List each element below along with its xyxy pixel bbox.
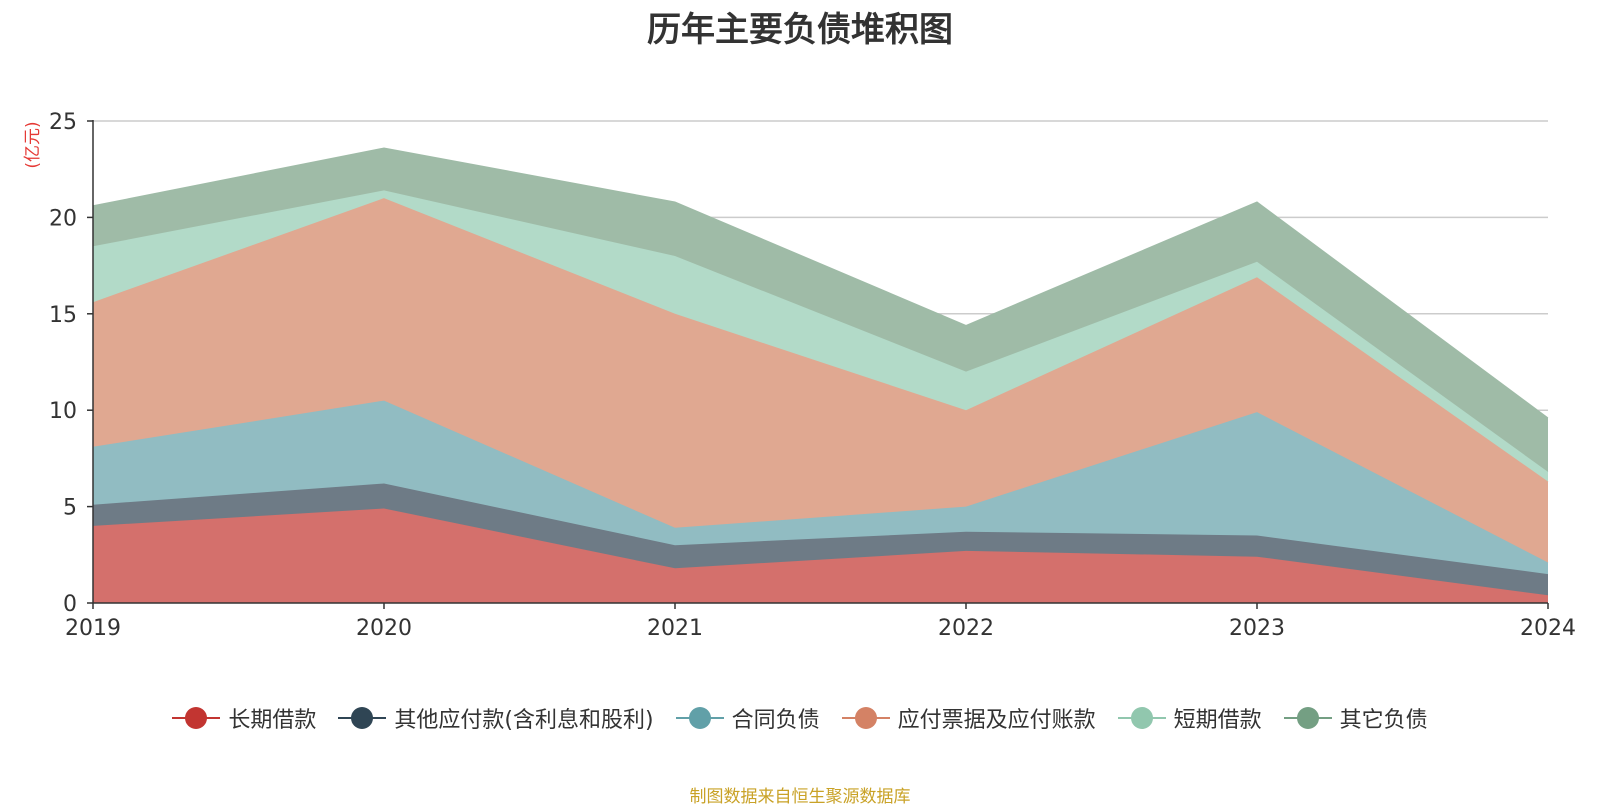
stacked-areas: [92, 147, 1549, 603]
area-series-2: [93, 400, 1548, 575]
legend-label: 短期借款: [1173, 708, 1262, 733]
legend-marker-icon: [841, 706, 890, 730]
x-tick-label-2021: 2021: [647, 616, 703, 641]
legend-item-3[interactable]: 应付票据及应付账款: [841, 702, 1096, 734]
chart-legend: 长期借款 其他应付款(含利息和股利) 合同负债 应付票据及应付账款 短期借款 其它负债: [0, 702, 1600, 734]
tick-labels: 0 5 10 15 20 25 2019 2020 2021 2022 2023 2024: [49, 110, 1576, 641]
y-tick-label-5: 5: [63, 496, 77, 521]
legend-label: 其它负债: [1339, 708, 1428, 733]
legend-item-1[interactable]: 其他应付款(含利息和股利): [338, 702, 654, 734]
y-tick-label-20: 20: [49, 206, 77, 231]
area-series-5: [93, 148, 1548, 472]
legend-marker-icon: [1117, 706, 1166, 730]
chart-title: 历年主要负债堆积图: [647, 10, 953, 50]
area-series-0: [93, 508, 1548, 603]
legend-label: 合同负债: [731, 708, 820, 733]
x-tick-label-2019: 2019: [65, 616, 121, 641]
legend-item-4[interactable]: 短期借款: [1117, 702, 1262, 734]
legend-label: 其他应付款(含利息和股利): [394, 708, 654, 733]
y-tick-label-10: 10: [49, 399, 77, 424]
x-tick-label-2024: 2024: [1520, 616, 1576, 641]
y-tick-label-25: 25: [49, 110, 77, 135]
legend-item-2[interactable]: 合同负债: [675, 702, 820, 734]
y-tick-label-15: 15: [49, 303, 77, 328]
legend-marker-icon: [675, 706, 724, 730]
x-tick-label-2023: 2023: [1229, 616, 1285, 641]
legend-marker-icon: [338, 706, 387, 730]
area-series-3: [93, 198, 1548, 563]
area-edge-5: [92, 147, 1549, 419]
legend-item-5[interactable]: 其它负债: [1283, 702, 1428, 734]
area-series-1: [93, 483, 1548, 596]
legend-marker-icon: [172, 706, 221, 730]
source-note: 制图数据来自恒生聚源数据库: [689, 787, 911, 807]
y-axis-unit-label: (亿元): [23, 121, 43, 168]
legend-item-0[interactable]: 长期借款: [172, 702, 316, 734]
legend-label: 长期借款: [228, 708, 317, 733]
x-tick-label-2020: 2020: [356, 616, 412, 641]
legend-marker-icon: [1283, 706, 1332, 730]
axes: [87, 120, 1549, 609]
area-series-4: [93, 190, 1548, 482]
y-tick-label-0: 0: [63, 592, 77, 617]
legend-label: 应付票据及应付账款: [897, 708, 1096, 733]
x-tick-label-2022: 2022: [938, 616, 994, 641]
